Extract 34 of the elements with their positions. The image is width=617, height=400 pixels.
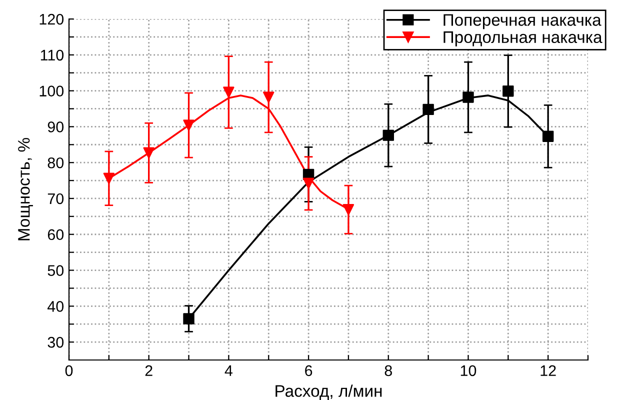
legend-label: Поперечная накачка bbox=[444, 14, 602, 30]
y-tick-label: 120 bbox=[40, 14, 64, 25]
point bbox=[143, 147, 154, 158]
y-tick-label: 80 bbox=[48, 157, 64, 168]
point bbox=[502, 86, 514, 97]
point bbox=[223, 86, 234, 98]
y-tick-label: 30 bbox=[48, 336, 64, 348]
x-tick-label: 12 bbox=[540, 365, 556, 376]
y-tick-label: 60 bbox=[48, 229, 64, 240]
y-tick-label: 90 bbox=[48, 122, 64, 132]
x-tick-label: 0 bbox=[65, 365, 73, 376]
x-axis-title: Расход, л/мин bbox=[276, 384, 382, 400]
point bbox=[462, 92, 474, 103]
y-tick-label: 70 bbox=[48, 193, 64, 204]
point bbox=[342, 204, 354, 216]
point bbox=[542, 130, 554, 142]
x-tick-label: 4 bbox=[224, 365, 232, 376]
point bbox=[382, 130, 394, 141]
y-tick-label: 110 bbox=[40, 50, 64, 61]
y-tick-label: 50 bbox=[48, 265, 64, 276]
x-tick-label: 10 bbox=[460, 365, 476, 376]
y-tick-label: 40 bbox=[48, 301, 64, 312]
legend-label: Продольная накачка bbox=[444, 31, 602, 46]
y-axis-title: Мощность, % bbox=[18, 138, 33, 240]
point bbox=[103, 172, 115, 184]
point bbox=[263, 92, 274, 103]
point bbox=[183, 313, 194, 324]
x-tick-label: 2 bbox=[145, 365, 152, 376]
point bbox=[183, 120, 194, 131]
point bbox=[422, 104, 434, 116]
x-tick-label: 8 bbox=[384, 365, 392, 376]
point bbox=[302, 178, 314, 190]
x-tick-label: 6 bbox=[305, 365, 312, 376]
y-tick-label: 100 bbox=[40, 86, 64, 96]
